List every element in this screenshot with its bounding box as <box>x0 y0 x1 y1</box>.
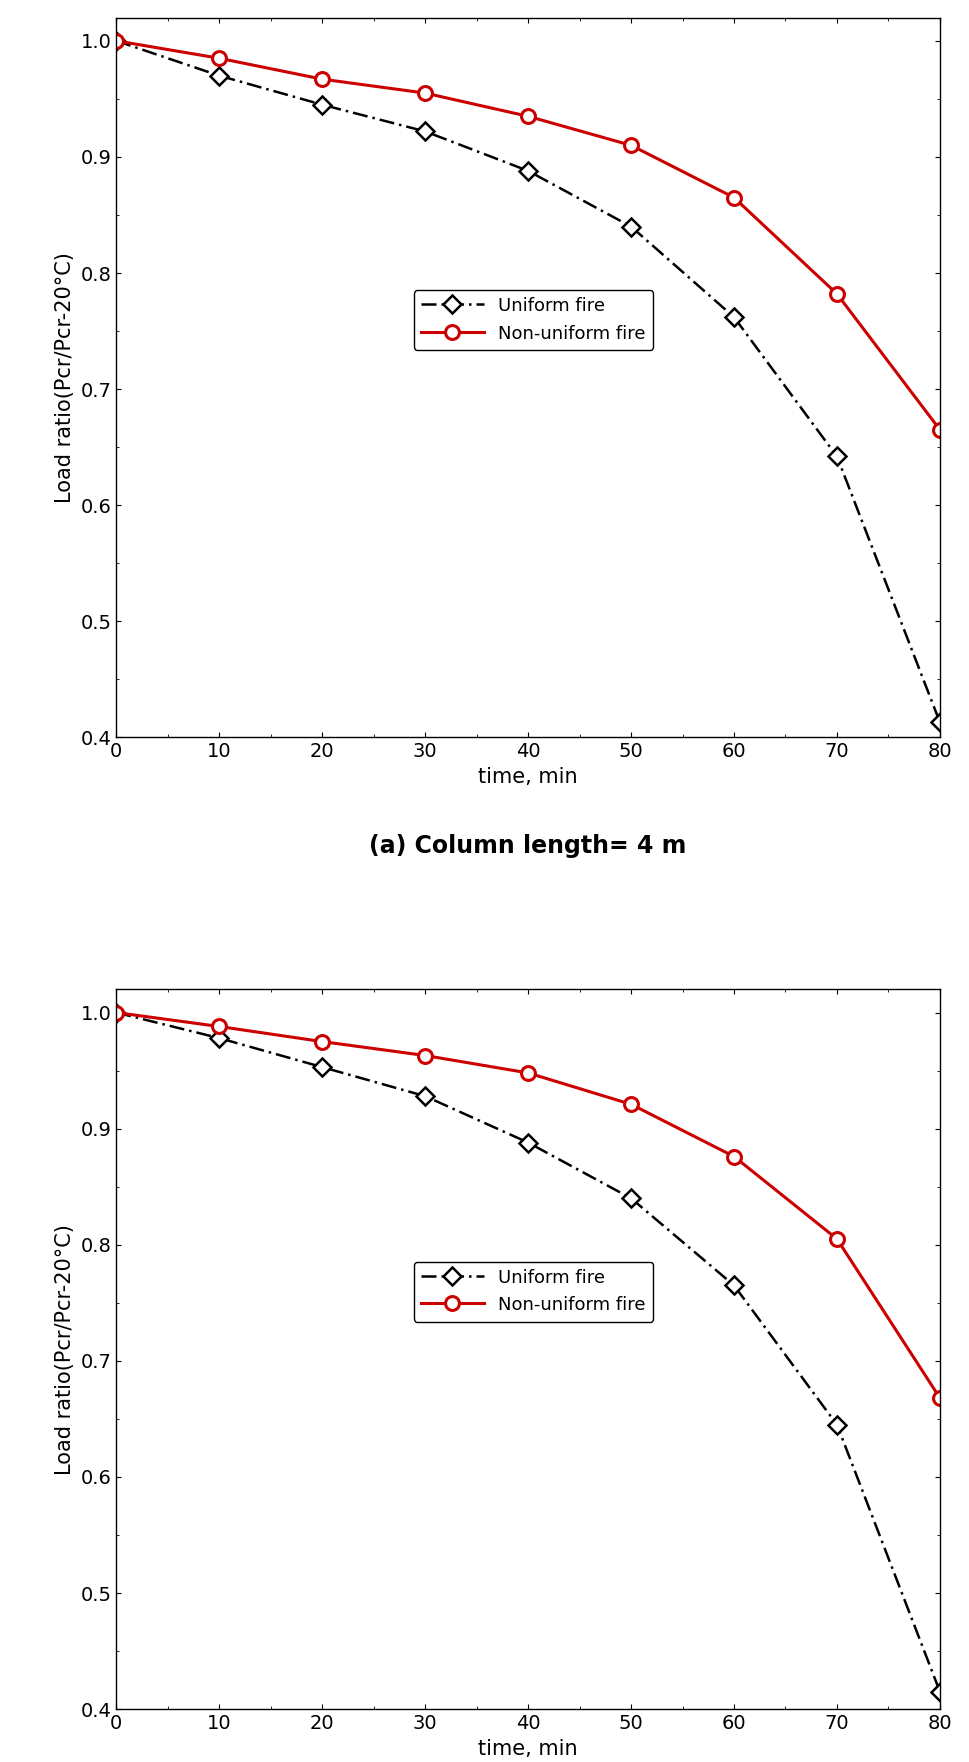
Non-uniform fire <box>522 1062 534 1084</box>
Line: Uniform fire: Uniform fire <box>110 1006 946 1699</box>
Non-uniform fire <box>625 134 637 155</box>
X-axis label: time, min: time, min <box>479 766 578 788</box>
Uniform fire <box>522 160 534 181</box>
Uniform fire <box>213 1027 225 1048</box>
Legend: Uniform fire, Non-uniform fire: Uniform fire, Non-uniform fire <box>414 291 653 351</box>
Line: Uniform fire: Uniform fire <box>110 35 946 728</box>
Non-uniform fire <box>831 1228 843 1249</box>
Uniform fire <box>522 1131 534 1152</box>
Y-axis label: Load ratio(Pcr/Pcr-20°C): Load ratio(Pcr/Pcr-20°C) <box>55 1225 75 1475</box>
Non-uniform fire <box>831 284 843 305</box>
Legend: Uniform fire, Non-uniform fire: Uniform fire, Non-uniform fire <box>414 1262 653 1322</box>
Uniform fire <box>934 1681 946 1702</box>
Non-uniform fire <box>316 69 328 90</box>
Uniform fire <box>420 1085 431 1107</box>
Uniform fire <box>625 217 637 238</box>
Uniform fire <box>831 1415 843 1436</box>
Y-axis label: Load ratio(Pcr/Pcr-20°C): Load ratio(Pcr/Pcr-20°C) <box>55 252 75 502</box>
Uniform fire <box>316 1057 328 1078</box>
Uniform fire <box>729 1276 740 1297</box>
Uniform fire <box>420 122 431 143</box>
Non-uniform fire <box>729 187 740 208</box>
Uniform fire <box>831 446 843 467</box>
Uniform fire <box>625 1188 637 1209</box>
Uniform fire <box>934 712 946 733</box>
Non-uniform fire <box>110 1003 122 1024</box>
Non-uniform fire <box>934 419 946 440</box>
Text: (a) Column length= 4 m: (a) Column length= 4 m <box>369 835 687 858</box>
Non-uniform fire <box>729 1145 740 1166</box>
Uniform fire <box>110 1003 122 1024</box>
Non-uniform fire <box>110 30 122 51</box>
Non-uniform fire <box>625 1094 637 1115</box>
Non-uniform fire <box>213 1017 225 1038</box>
X-axis label: time, min: time, min <box>479 1739 578 1758</box>
Line: Non-uniform fire: Non-uniform fire <box>109 1006 947 1404</box>
Non-uniform fire <box>420 83 431 104</box>
Uniform fire <box>316 93 328 115</box>
Uniform fire <box>110 30 122 51</box>
Non-uniform fire <box>316 1031 328 1052</box>
Non-uniform fire <box>934 1387 946 1408</box>
Line: Non-uniform fire: Non-uniform fire <box>109 33 947 437</box>
Uniform fire <box>213 65 225 86</box>
Non-uniform fire <box>213 48 225 69</box>
Non-uniform fire <box>420 1045 431 1066</box>
Uniform fire <box>729 307 740 328</box>
Non-uniform fire <box>522 106 534 127</box>
